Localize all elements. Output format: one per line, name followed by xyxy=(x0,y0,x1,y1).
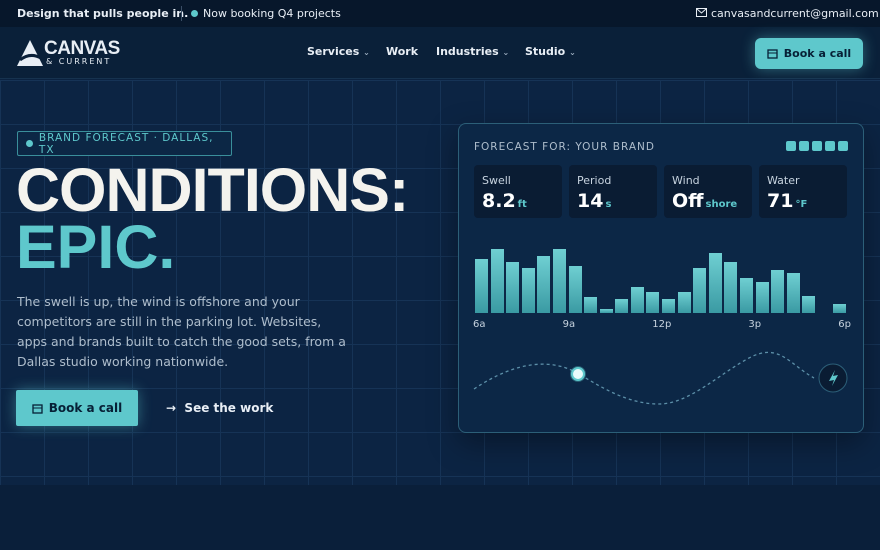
hero-title-2: EPIC. xyxy=(16,213,176,281)
stat-label: Water xyxy=(767,174,800,187)
bar xyxy=(724,262,738,313)
stat-unit: s xyxy=(605,199,612,210)
forecast-card: FORECAST FOR: YOUR BRAND 6a 9a 12p 3p 6p Swe… xyxy=(458,123,864,433)
email[interactable]: canvasandcurrent@gmail.com xyxy=(711,7,879,20)
bar xyxy=(662,299,675,313)
bar xyxy=(506,262,520,313)
forecast-title: FORECAST FOR: YOUR BRAND xyxy=(474,141,655,153)
primary-cta[interactable]: Book a call xyxy=(16,390,138,426)
axis-label: 6a xyxy=(473,319,486,330)
bar xyxy=(568,266,582,313)
bar xyxy=(802,296,816,313)
stat-number: 8.2 xyxy=(482,190,516,212)
nav-link[interactable]: Work xyxy=(386,45,419,58)
bar xyxy=(708,253,722,313)
hero-body: The swell is up, the wind is offshore an… xyxy=(17,294,346,369)
stat-unit: shore xyxy=(705,199,738,210)
nav-link[interactable]: Studio ⌄ xyxy=(525,45,576,58)
bar xyxy=(521,268,535,313)
signal xyxy=(786,141,848,151)
stat-value: Off shore xyxy=(672,190,737,212)
axis-label: 6p xyxy=(838,319,851,330)
status: Now booking Q4 projects xyxy=(203,7,341,20)
stat-value: 14 s xyxy=(577,190,611,212)
bar xyxy=(755,282,769,313)
bar xyxy=(677,292,691,313)
bar-chart xyxy=(475,212,849,313)
stat-card: Water 71 °F xyxy=(759,165,847,218)
bar xyxy=(630,287,644,313)
stat-number: 71 xyxy=(767,190,794,212)
axis-label: 3p xyxy=(748,319,762,330)
hero-title-1: CONDITIONS: xyxy=(16,156,409,224)
divider xyxy=(181,6,182,21)
bar xyxy=(739,278,753,313)
bar xyxy=(584,297,598,313)
axis-label: 12p xyxy=(652,319,672,330)
bar xyxy=(786,273,800,313)
axis-labels: 6a 9a 12p 3p 6p xyxy=(473,319,851,330)
calendar-icon xyxy=(32,403,43,414)
stat-number: 14 xyxy=(577,190,604,212)
wave xyxy=(473,351,848,405)
bar xyxy=(646,292,660,313)
stat-unit: °F xyxy=(795,199,808,210)
bar xyxy=(771,270,785,313)
bar xyxy=(693,268,707,313)
tagline: Design that pulls people in. xyxy=(17,7,189,20)
stat-number: Off xyxy=(672,190,704,212)
stat-card: Wind Off shore xyxy=(664,165,752,218)
nav-link[interactable]: Services ⌄ xyxy=(307,45,370,58)
calendar-icon xyxy=(767,49,778,59)
stat-card: Swell 8.2 ft xyxy=(474,165,562,218)
top-bar: Design that pulls people in. Now booking… xyxy=(0,0,880,27)
nav-cta[interactable]: Book a call xyxy=(755,38,863,69)
stat-unit: ft xyxy=(517,199,527,210)
bar xyxy=(537,256,551,313)
logo-mark xyxy=(17,40,43,66)
stat-value: 71 °F xyxy=(767,190,807,212)
bar xyxy=(615,299,629,313)
stat-value: 8.2 ft xyxy=(482,190,527,212)
secondary-cta[interactable]: → See the work xyxy=(166,401,274,415)
logo-sub: & CURRENT xyxy=(46,57,112,66)
bar xyxy=(475,259,488,313)
mail-icon xyxy=(696,8,707,17)
stat-card: Period 14 s xyxy=(569,165,657,218)
status-dot xyxy=(191,10,198,17)
stat-label: Wind xyxy=(672,174,700,187)
logo-name[interactable]: CANVAS xyxy=(44,38,120,59)
nav-link[interactable]: Industries ⌄ xyxy=(436,45,510,58)
footer-band xyxy=(0,485,880,550)
bar xyxy=(833,304,847,313)
bar xyxy=(599,309,613,313)
badge: BRAND FORECAST · DALLAS, TX xyxy=(17,131,232,156)
stat-label: Period xyxy=(577,174,612,187)
nav-bar: CANVAS & CURRENT Services ⌄ Work Industr… xyxy=(0,27,880,79)
axis-label: 9a xyxy=(562,319,576,330)
bar xyxy=(490,249,504,313)
bar xyxy=(552,249,566,313)
stat-label: Swell xyxy=(482,174,511,187)
